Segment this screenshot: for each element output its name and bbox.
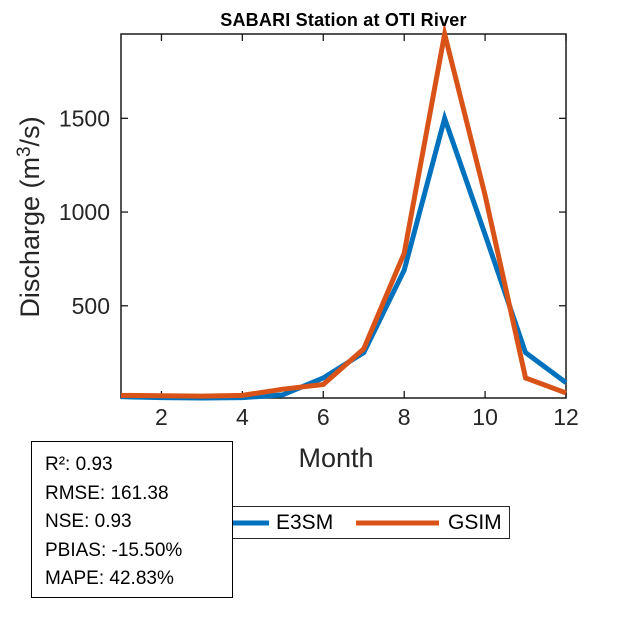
stat-r-squared: R²: 0.93: [45, 454, 113, 475]
x-axis-label: Month: [298, 443, 374, 473]
stat-nse: NSE: 0.93: [45, 511, 132, 532]
x-tick-label: 2: [155, 404, 168, 430]
stat-mape: MAPE: 42.83%: [45, 568, 174, 589]
x-tick-label: 12: [553, 404, 579, 430]
y-tick-label: 1000: [59, 199, 110, 225]
chart-title: SABARI Station at OTI River: [220, 10, 467, 30]
y-axis-label-unit: /s): [15, 116, 45, 147]
x-tick-label: 8: [398, 404, 411, 430]
legend-label-gsim: GSIM: [448, 510, 502, 534]
axes-frame: [120, 33, 567, 399]
series-line-gsim: [120, 22, 567, 399]
legend-label-e3sm: E3SM: [276, 510, 334, 534]
x-tick-label: 10: [472, 404, 498, 430]
x-tick-label: 6: [317, 404, 330, 430]
y-axis-label: Discharge (m3/s): [13, 67, 49, 367]
y-tick-label: 500: [72, 293, 110, 319]
x-tick-label: 4: [236, 404, 249, 430]
stat-pbias: PBIAS: -15.50%: [45, 539, 183, 561]
stat-rmse: RMSE: 161.38: [45, 482, 169, 504]
y-axis-label-sup: 3: [14, 146, 35, 158]
y-axis-label-text: Discharge (m: [15, 157, 45, 318]
stats-box: R²: 0.93 RMSE: 161.38 NSE: 0.93 PBIAS: -…: [31, 441, 233, 598]
legend-line-sample-gsim: [356, 520, 439, 525]
y-tick-label: 1500: [59, 105, 110, 131]
